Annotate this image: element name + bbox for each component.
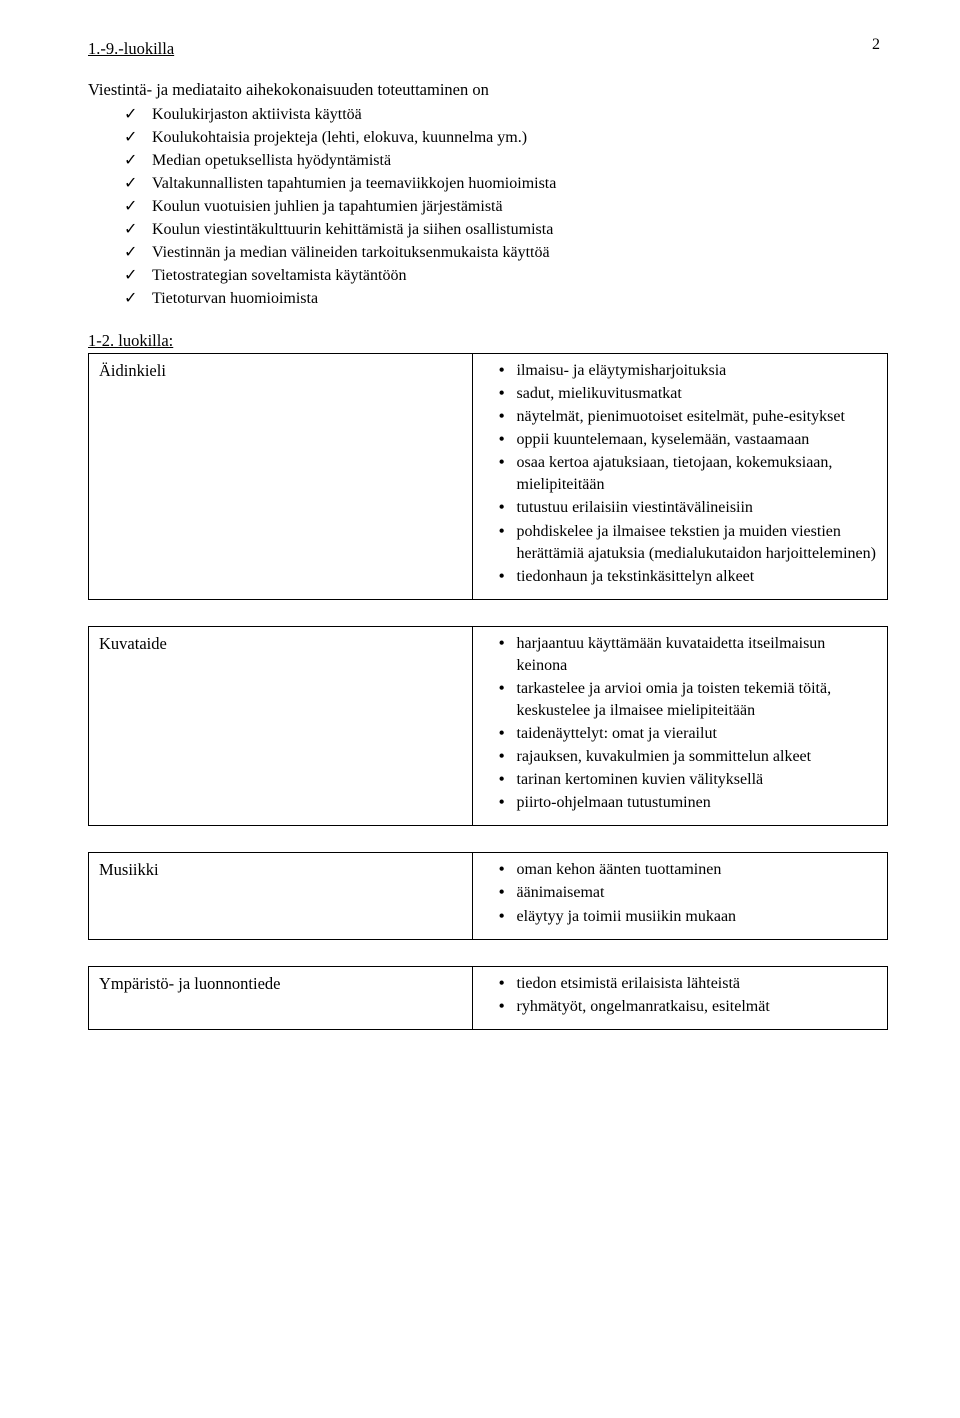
bullet-list: tiedon etsimistä erilaisista lähteistäry…	[483, 973, 877, 1018]
subject-label: Musiikki	[99, 860, 159, 879]
list-item: tarinan kertominen kuvien välityksellä	[517, 769, 877, 791]
subject-label: Kuvataide	[99, 634, 167, 653]
bullet-list: harjaantuu käyttämään kuvataidetta itsei…	[483, 633, 877, 815]
list-item: sadut, mielikuvitusmatkat	[517, 383, 877, 405]
content-cell-aidinkieli: ilmaisu- ja eläytymisharjoituksiasadut, …	[472, 354, 887, 600]
check-item: Koulukirjaston aktiivista käyttöä	[132, 104, 888, 126]
check-item: Valtakunnallisten tapahtumien ja teemavi…	[132, 173, 888, 195]
list-item: tarkastelee ja arvioi omia ja toisten te…	[517, 678, 877, 722]
section-heading-grades: 1.-9.-luokilla	[88, 38, 888, 61]
list-item: ilmaisu- ja eläytymisharjoituksia	[517, 360, 877, 382]
subject-cell-kuvataide: Kuvataide	[89, 626, 473, 826]
list-item: oman kehon äänten tuottaminen	[517, 859, 877, 881]
content-cell-kuvataide: harjaantuu käyttämään kuvataidetta itsei…	[472, 626, 887, 826]
check-list: Koulukirjaston aktiivista käyttöäKouluko…	[88, 104, 888, 311]
content-cell-musiikki: oman kehon äänten tuottaminenäänimaisema…	[472, 853, 887, 939]
subject-table-1: Äidinkieli ilmaisu- ja eläytymisharjoitu…	[88, 353, 888, 600]
list-item: tutustuu erilaisiin viestintävälineisiin	[517, 497, 877, 519]
subject-label: Äidinkieli	[99, 361, 166, 380]
list-item: äänimaisemat	[517, 882, 877, 904]
list-item: osaa kertoa ajatuksiaan, tietojaan, koke…	[517, 452, 877, 496]
list-item: taidenäyttelyt: omat ja vierailut	[517, 723, 877, 745]
bullet-list: ilmaisu- ja eläytymisharjoituksiasadut, …	[483, 360, 877, 588]
list-item: eläytyy ja toimii musiikin mukaan	[517, 906, 877, 928]
check-item: Median opetuksellista hyödyntämistä	[132, 150, 888, 172]
page-number: 2	[872, 34, 880, 56]
intro-line: Viestintä- ja mediataito aihekokonaisuud…	[88, 79, 888, 102]
check-item: Viestinnän ja median välineiden tarkoitu…	[132, 242, 888, 264]
check-item: Koulun vuotuisien juhlien ja tapahtumien…	[132, 196, 888, 218]
subject-cell-musiikki: Musiikki	[89, 853, 473, 939]
content-cell-ymparisto: tiedon etsimistä erilaisista lähteistäry…	[472, 966, 887, 1029]
subject-label: Ympäristö- ja luonnontiede	[99, 974, 280, 993]
list-item: tiedonhaun ja tekstinkäsittelyn alkeet	[517, 566, 877, 588]
check-item: Tietoturvan huomioimista	[132, 288, 888, 310]
subject-table-2: Kuvataide harjaantuu käyttämään kuvataid…	[88, 626, 888, 827]
list-item: tiedon etsimistä erilaisista lähteistä	[517, 973, 877, 995]
list-item: harjaantuu käyttämään kuvataidetta itsei…	[517, 633, 877, 677]
subject-table-3: Musiikki oman kehon äänten tuottaminenää…	[88, 852, 888, 939]
list-item: rajauksen, kuvakulmien ja sommittelun al…	[517, 746, 877, 768]
list-item: näytelmät, pienimuotoiset esitelmät, puh…	[517, 406, 877, 428]
subject-table-4: Ympäristö- ja luonnontiede tiedon etsimi…	[88, 966, 888, 1030]
list-item: piirto-ohjelmaan tutustuminen	[517, 792, 877, 814]
grade-heading: 1-2. luokilla:	[88, 330, 888, 353]
check-item: Tietostrategian soveltamista käytäntöön	[132, 265, 888, 287]
subject-cell-aidinkieli: Äidinkieli	[89, 354, 473, 600]
list-item: pohdiskelee ja ilmaisee tekstien ja muid…	[517, 521, 877, 565]
subject-cell-ymparisto: Ympäristö- ja luonnontiede	[89, 966, 473, 1029]
check-item: Koulukohtaisia projekteja (lehti, elokuv…	[132, 127, 888, 149]
check-item: Koulun viestintäkulttuurin kehittämistä …	[132, 219, 888, 241]
list-item: oppii kuuntelemaan, kyselemään, vastaama…	[517, 429, 877, 451]
list-item: ryhmätyöt, ongelmanratkaisu, esitelmät	[517, 996, 877, 1018]
bullet-list: oman kehon äänten tuottaminenäänimaisema…	[483, 859, 877, 927]
